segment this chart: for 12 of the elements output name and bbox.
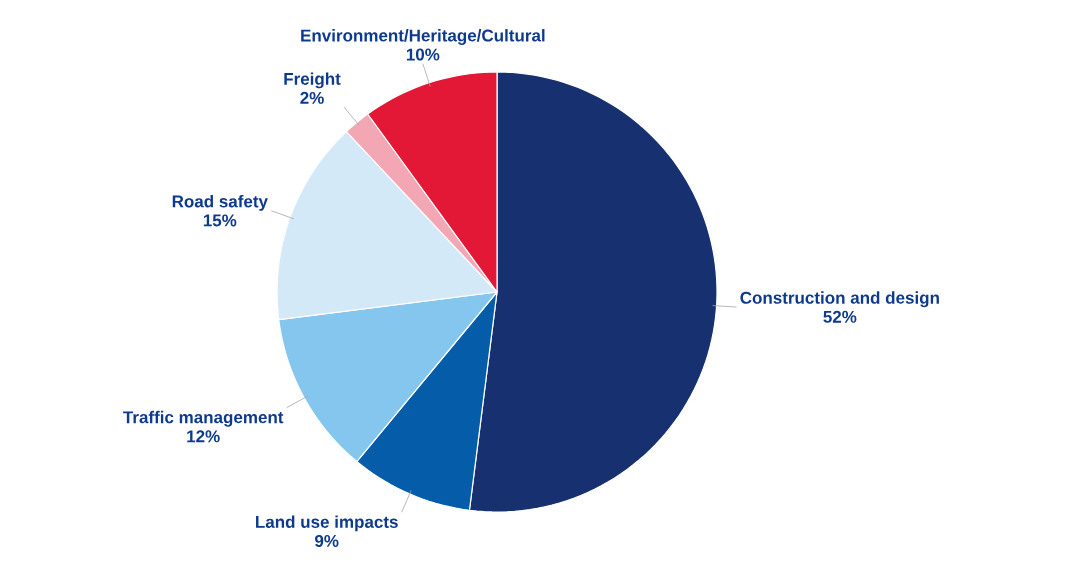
slice-label: Environment/Heritage/Cultural — [301, 29, 545, 45]
data-label: 2% — [300, 91, 324, 104]
data-label: 12% — [187, 430, 220, 443]
data-label: 10% — [406, 48, 440, 61]
slice-label: Land use impacts — [256, 515, 398, 532]
slice-label: Traffic management — [123, 410, 284, 427]
slice-label: Construction and design — [740, 291, 939, 308]
data-label: 9% — [315, 534, 339, 547]
slice-label: Freight — [284, 72, 341, 89]
slice-label: Road safety — [172, 194, 268, 211]
data-label: 15% — [203, 214, 237, 227]
data-label: 52% — [823, 310, 857, 323]
